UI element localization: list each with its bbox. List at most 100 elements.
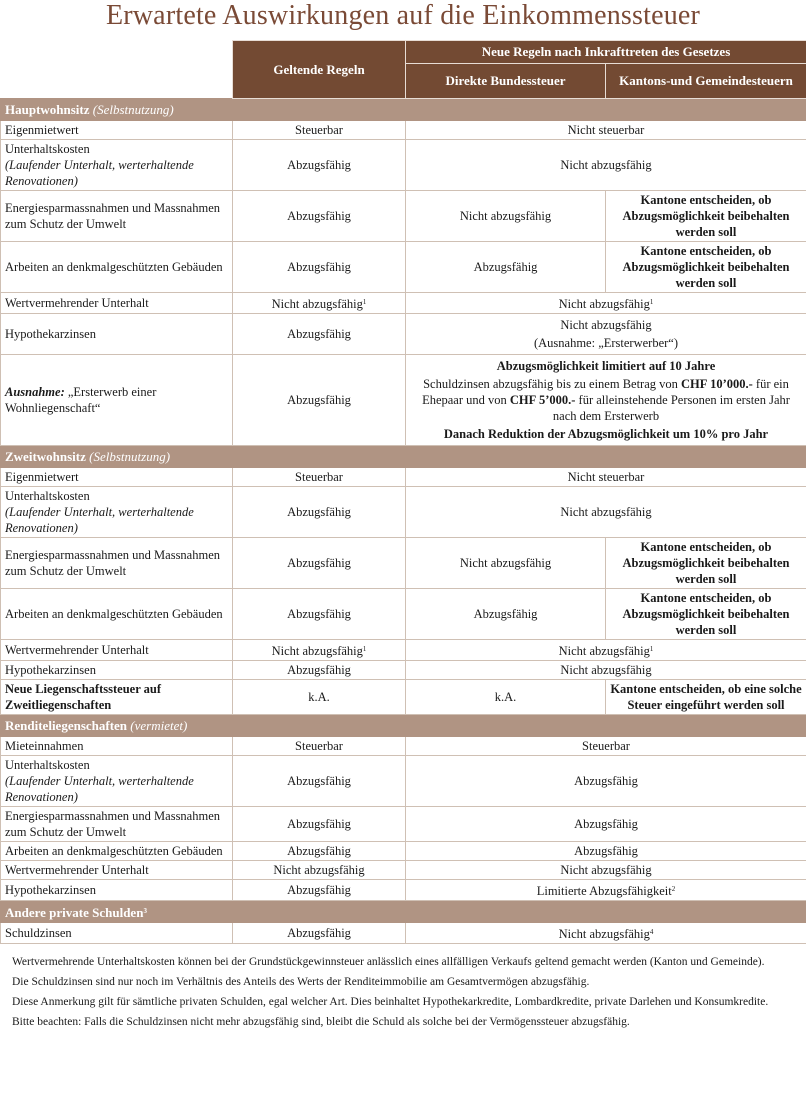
- cell-paragraph: Abzugsfähig: [237, 925, 401, 941]
- row-label: Arbeiten an denkmalgeschützten Gebäuden: [0, 841, 233, 861]
- section-title: Andere private Schulden3: [0, 900, 806, 923]
- table-cell: Nicht abzugsfähig1: [405, 292, 806, 314]
- table-cell: Nicht abzugsfähig (Ausnahme: „Ersterwerbe…: [405, 313, 806, 355]
- table-row: Hypothekarzinsen Abzugsfähig Nicht abzugsf…: [0, 660, 806, 680]
- cell-paragraph: Abzugsfähig: [237, 882, 401, 898]
- table-cell: Abzugsfähig: [232, 922, 406, 944]
- row-label: Wertvermehrender Unterhalt: [0, 639, 233, 661]
- table-cell: Steuerbar: [232, 736, 406, 756]
- cell-paragraph: Nicht abzugsfähig: [410, 157, 802, 173]
- table-cell: Abzugsfähig: [232, 354, 406, 446]
- table-cell: Abzugsmöglichkeit limitiert auf 10 Jahre…: [405, 354, 806, 446]
- text-segment: Nicht abzugsfähig: [560, 863, 652, 877]
- text-segment: Wertvermehrender Unterhalt: [5, 296, 149, 310]
- text-segment: Nicht abzugsfähig: [560, 158, 652, 172]
- section-subtitle: (vermietet): [130, 717, 188, 733]
- text-segment: Nicht steuerbar: [567, 470, 645, 484]
- cell-paragraph: Steuerbar: [410, 738, 802, 754]
- text-segment: Nicht abzugsfähig: [558, 927, 650, 941]
- table-row: Eigenmietwert Steuerbar Nicht steuerbar: [0, 467, 806, 487]
- footnote-marker: 4: [649, 928, 654, 936]
- row-label: Ausnahme: „Ersterwerb einer Wohnliegensc…: [0, 354, 233, 446]
- section-name: Zweitwohnsitz: [5, 448, 86, 464]
- footnote-marker: 2: [671, 885, 676, 893]
- text-segment: Steuerbar: [295, 123, 343, 137]
- cell-paragraph: Steuerbar: [237, 738, 401, 754]
- section-name: Andere private Schulden: [5, 904, 144, 920]
- header-current-rules: Geltende Regeln: [232, 40, 406, 99]
- section-header: Hauptwohnsitz (Selbstnutzung): [0, 98, 806, 121]
- row-label: Hypothekarzinsen: [0, 313, 233, 355]
- text-segment: Steuerbar: [295, 739, 343, 753]
- text-segment: Nicht abzugsfähig: [560, 318, 652, 332]
- table-cell: Kantone entscheiden, ob Abzugsmöglichkei…: [605, 537, 806, 589]
- table-cell: Nicht abzugsfähig1: [232, 639, 406, 661]
- cell-paragraph: Abzugsfähig: [237, 816, 401, 832]
- section-name: Hauptwohnsitz: [5, 101, 90, 117]
- table-row: Wertvermehrender Unterhalt Nicht abzugsfä…: [0, 860, 806, 880]
- table-cell: Abzugsfähig: [232, 313, 406, 355]
- row-label: Energiesparmassnahmen und Massnahmen zum…: [0, 537, 233, 589]
- text-segment: Energiesparmassnahmen und Massnahmen zum…: [5, 548, 220, 578]
- cell-paragraph: Abzugsfähig: [237, 208, 401, 224]
- text-segment: Hypothekarzinsen: [5, 883, 96, 897]
- footnote-marker: 3: [143, 906, 147, 915]
- cell-paragraph: Steuerbar: [237, 122, 401, 138]
- text-segment: Nicht abzugsfähig: [560, 505, 652, 519]
- table-cell: Abzugsfähig: [232, 755, 406, 807]
- footnote-marker: 1: [362, 645, 367, 653]
- cell-paragraph: Abzugsfähig: [410, 259, 601, 275]
- cell-paragraph: Nicht abzugsfähig: [410, 662, 802, 678]
- text-segment: k.A.: [494, 690, 517, 704]
- cell-paragraph: Nicht abzugsfähig: [237, 862, 401, 878]
- text-segment: Steuerbar: [582, 739, 630, 753]
- text-segment: CHF 10’000.-: [681, 377, 753, 391]
- table-cell: Abzugsfähig: [232, 588, 406, 640]
- text-segment: Ausnahme:: [5, 385, 65, 399]
- text-segment: Mieteinnahmen: [5, 739, 84, 753]
- text-segment: Abzugsfähig: [574, 844, 638, 858]
- text-segment: Schuldzinsen abzugsfähig bis zu einem Be…: [423, 377, 682, 391]
- table-row: Energiesparmassnahmen und Massnahmen zum…: [0, 806, 806, 842]
- row-label: Hypothekarzinsen: [0, 660, 233, 680]
- row-label: Arbeiten an denkmalgeschützten Gebäuden: [0, 588, 233, 640]
- table-cell: Kantone entscheiden, ob Abzugsmöglichkei…: [605, 190, 806, 242]
- text-segment: Nicht abzugsfähig: [271, 297, 363, 311]
- text-segment: Energiesparmassnahmen und Massnahmen zum…: [5, 201, 220, 231]
- row-label: Unterhaltskosten (Laufender Unterhalt, we…: [0, 139, 233, 191]
- text-segment: Nicht abzugsfähig: [459, 209, 552, 223]
- cell-paragraph: Limitierte Abzugsfähigkeit2: [410, 881, 802, 899]
- table-body: Hauptwohnsitz (Selbstnutzung) Eigenmietwe…: [0, 98, 806, 944]
- table-cell: Abzugsfähig: [232, 841, 406, 861]
- text-segment: Abzugsfähig: [287, 327, 351, 341]
- cell-paragraph: Schuldzinsen abzugsfähig bis zu einem Be…: [410, 376, 802, 424]
- section-header: Andere private Schulden3: [0, 900, 806, 923]
- cell-paragraph: Nicht abzugsfähig1: [237, 294, 401, 312]
- table-cell: Nicht abzugsfähig: [405, 537, 606, 589]
- footnote: Wertvermehrende Unterhaltskosten können …: [12, 956, 765, 968]
- cell-paragraph: Nicht abzugsfähig: [410, 208, 601, 224]
- row-label: Mieteinnahmen: [0, 736, 233, 756]
- footnote: Die Schuldzinsen sind nur noch im Verhäl…: [12, 976, 590, 988]
- table-cell: Nicht abzugsfähig4: [405, 922, 806, 944]
- row-label: Energiesparmassnahmen und Massnahmen zum…: [0, 190, 233, 242]
- text-segment: Eigenmietwert: [5, 470, 79, 484]
- cell-paragraph: Nicht steuerbar: [410, 122, 802, 138]
- table-row: Arbeiten an denkmalgeschützten Gebäuden A…: [0, 241, 806, 293]
- table-cell: Steuerbar: [232, 120, 406, 140]
- table-cell: Nicht abzugsfähig: [405, 139, 806, 191]
- text-segment: Abzugsfähig: [287, 505, 351, 519]
- text-segment: Kantone entscheiden, ob Abzugsmöglichkei…: [622, 540, 790, 586]
- row-label: Eigenmietwert: [0, 120, 233, 140]
- text-segment: Steuerbar: [295, 470, 343, 484]
- text-segment: Nicht abzugsfähig: [459, 556, 552, 570]
- table-cell: Abzugsfähig: [405, 755, 806, 807]
- section-title: Zweitwohnsitz (Selbstnutzung): [0, 445, 806, 468]
- text-segment: Abzugsmöglichkeit limitiert auf 10 Jahre: [496, 359, 716, 373]
- table-row: Hypothekarzinsen Abzugsfähig Limitierte Ab…: [0, 879, 806, 901]
- cell-paragraph: Abzugsfähig: [410, 606, 601, 622]
- cell-paragraph: Kantone entscheiden, ob Abzugsmöglichkei…: [610, 539, 802, 587]
- header-federal-tax: Direkte Bundessteuer: [405, 63, 606, 99]
- text-segment: Nicht abzugsfähig: [560, 663, 652, 677]
- table-row: Hypothekarzinsen Abzugsfähig Nicht abzugsf…: [0, 313, 806, 355]
